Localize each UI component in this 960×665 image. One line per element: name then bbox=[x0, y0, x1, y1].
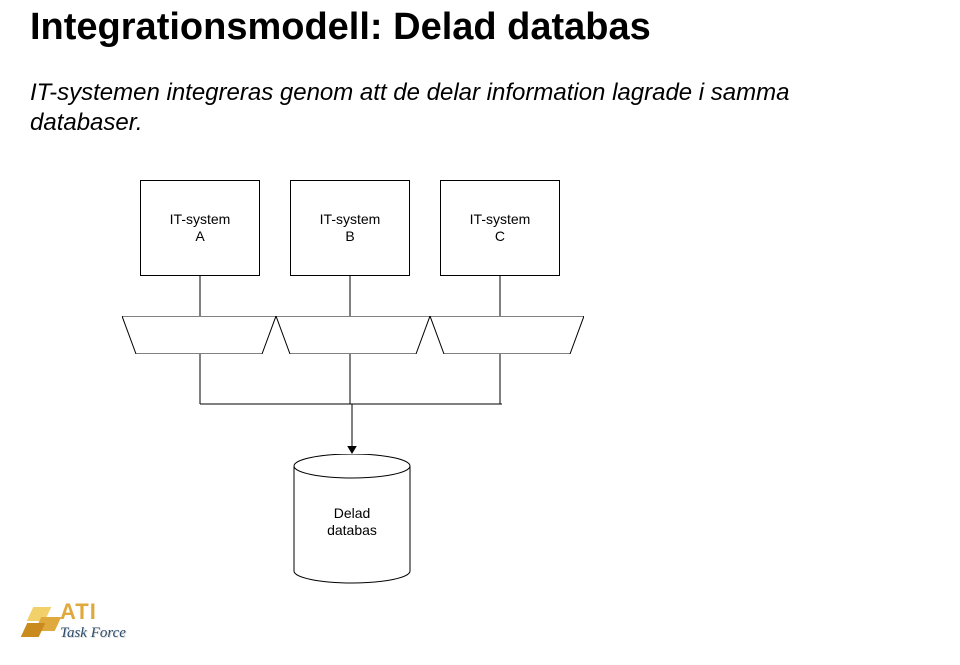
slide-title: Integrationsmodell: Delad databas bbox=[30, 6, 651, 49]
system-c-label-bottom: C bbox=[495, 228, 505, 244]
system-box-b: IT-system B bbox=[290, 180, 410, 276]
logo-taskforce-text: Task Force bbox=[60, 625, 126, 642]
logo-ati-text: ATI bbox=[60, 599, 97, 625]
trapezoid-c bbox=[430, 316, 584, 354]
database-label-bottom: databas bbox=[327, 522, 377, 538]
system-b-label-bottom: B bbox=[345, 228, 354, 244]
database-label-top: Delad bbox=[334, 505, 371, 521]
logo-shape-3 bbox=[21, 623, 46, 637]
trapezoid-b bbox=[276, 316, 430, 354]
system-b-label-top: IT-system bbox=[320, 211, 381, 227]
integration-diagram: IT-system A IT-system B IT-system C bbox=[30, 170, 590, 580]
trapezoid-a bbox=[122, 316, 276, 354]
system-box-c: IT-system C bbox=[440, 180, 560, 276]
system-c-label-top: IT-system bbox=[470, 211, 531, 227]
shared-database: Delad databas bbox=[293, 454, 411, 584]
system-a-label-bottom: A bbox=[195, 228, 204, 244]
slide-subtitle: IT-systemen integreras genom att de dela… bbox=[30, 78, 789, 138]
database-label: Delad databas bbox=[293, 505, 411, 539]
ati-logo: ATI Task Force bbox=[24, 597, 134, 653]
system-box-a: IT-system A bbox=[140, 180, 260, 276]
system-a-label-top: IT-system bbox=[170, 211, 231, 227]
